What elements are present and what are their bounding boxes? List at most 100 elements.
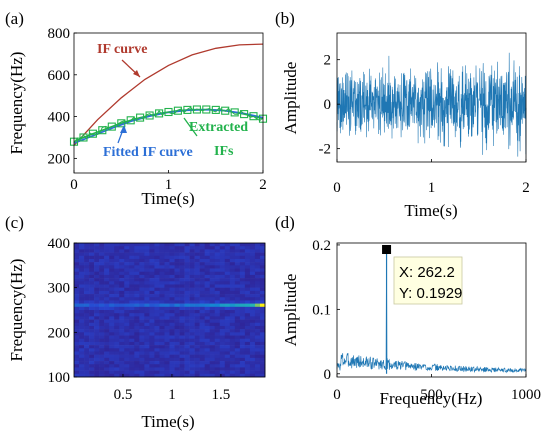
heat-cell xyxy=(134,338,140,343)
heat-cell xyxy=(129,310,135,314)
heat-cell xyxy=(224,297,231,301)
heat-cell xyxy=(224,341,231,346)
heat-cell xyxy=(254,316,261,320)
heat-cell xyxy=(259,243,266,247)
heat-cell xyxy=(194,243,200,247)
heat-cell xyxy=(204,243,211,247)
heat-cell xyxy=(144,341,150,346)
heat-cell xyxy=(89,268,95,273)
heat-cell xyxy=(129,364,135,368)
heat-cell xyxy=(94,268,100,273)
heat-cell xyxy=(164,249,170,253)
heat-cell xyxy=(244,281,251,285)
heat-cell xyxy=(219,290,226,295)
heat-cell xyxy=(124,364,130,368)
heat-cell xyxy=(214,325,221,330)
heat-cell xyxy=(214,341,221,346)
heat-cell xyxy=(139,364,145,368)
heat-cell xyxy=(234,313,241,317)
datatip-box[interactable] xyxy=(393,256,463,305)
heat-cell xyxy=(109,345,115,349)
heat-cell xyxy=(204,329,211,333)
heat-cell xyxy=(219,332,226,336)
heat-cell xyxy=(204,306,211,311)
heat-cell xyxy=(74,338,80,343)
heat-cell xyxy=(229,370,236,375)
heat-cell xyxy=(154,249,160,253)
heat-cell xyxy=(144,364,150,368)
heat-cell xyxy=(259,325,266,330)
heat-cell xyxy=(94,341,100,346)
extracted-marker xyxy=(173,106,182,115)
heat-cell xyxy=(179,370,185,375)
heat-cell xyxy=(254,370,261,375)
heat-cell xyxy=(169,303,175,308)
heat-cell xyxy=(79,303,85,308)
heat-cell xyxy=(259,290,266,295)
heat-cell xyxy=(199,348,205,352)
heat-cell xyxy=(224,329,231,333)
heat-cell xyxy=(139,255,145,260)
heat-cell xyxy=(184,367,190,371)
heat-cell xyxy=(224,373,231,378)
heat-cell xyxy=(254,303,261,308)
heat-cell xyxy=(89,316,95,320)
heat-cell xyxy=(234,294,241,298)
y-tick-label: 0.2 xyxy=(312,238,331,254)
heat-cell xyxy=(129,271,135,276)
heat-cell xyxy=(184,297,190,301)
heat-cell xyxy=(154,322,160,327)
peak-marker[interactable] xyxy=(382,245,392,255)
heat-cell xyxy=(244,329,251,333)
heat-cell xyxy=(149,268,155,273)
heat-cell xyxy=(99,357,105,362)
heat-cell xyxy=(129,252,135,257)
heat-cell xyxy=(89,319,95,324)
heat-cell xyxy=(104,364,110,368)
heat-cell xyxy=(259,281,266,285)
heat-cell xyxy=(209,290,216,295)
heat-cell xyxy=(154,284,160,288)
heat-cell xyxy=(214,278,221,282)
heat-cell xyxy=(74,303,80,308)
heat-cell xyxy=(219,246,226,250)
extracted-marker xyxy=(211,105,220,114)
heat-cell xyxy=(74,281,80,285)
heat-cell xyxy=(234,316,241,320)
heat-cell xyxy=(194,246,200,250)
heat-cell xyxy=(104,249,110,253)
heat-cell xyxy=(174,287,180,292)
heat-cell xyxy=(119,364,125,368)
heat-cell xyxy=(184,252,190,257)
heat-cell xyxy=(169,325,175,330)
heat-cell xyxy=(229,246,236,250)
heat-cell xyxy=(259,329,266,333)
heat-cell xyxy=(104,373,110,378)
heat-cell xyxy=(244,361,251,365)
heat-cell xyxy=(109,243,115,247)
heat-cell xyxy=(79,354,85,359)
heat-cell xyxy=(219,357,226,362)
heat-cell xyxy=(74,370,80,375)
heat-cell xyxy=(164,348,170,352)
heat-cell xyxy=(244,271,251,276)
heat-cell xyxy=(104,252,110,257)
heat-cell xyxy=(254,345,261,349)
heat-cell xyxy=(164,329,170,333)
heat-cell xyxy=(169,297,175,301)
heat-cell xyxy=(164,274,170,279)
heat-cell xyxy=(234,297,241,301)
heat-cell xyxy=(114,329,120,333)
heat-cell xyxy=(194,313,200,317)
heat-cell xyxy=(199,357,205,362)
heat-cell xyxy=(159,341,165,346)
heat-cell xyxy=(94,284,100,288)
heat-cell xyxy=(249,345,256,349)
heat-cell xyxy=(209,348,216,352)
heat-cell xyxy=(254,348,261,352)
heat-cell xyxy=(119,351,125,355)
heat-cell xyxy=(99,335,105,340)
heat-cell xyxy=(179,278,185,282)
heat-cell xyxy=(174,351,180,355)
heat-cell xyxy=(74,290,80,295)
